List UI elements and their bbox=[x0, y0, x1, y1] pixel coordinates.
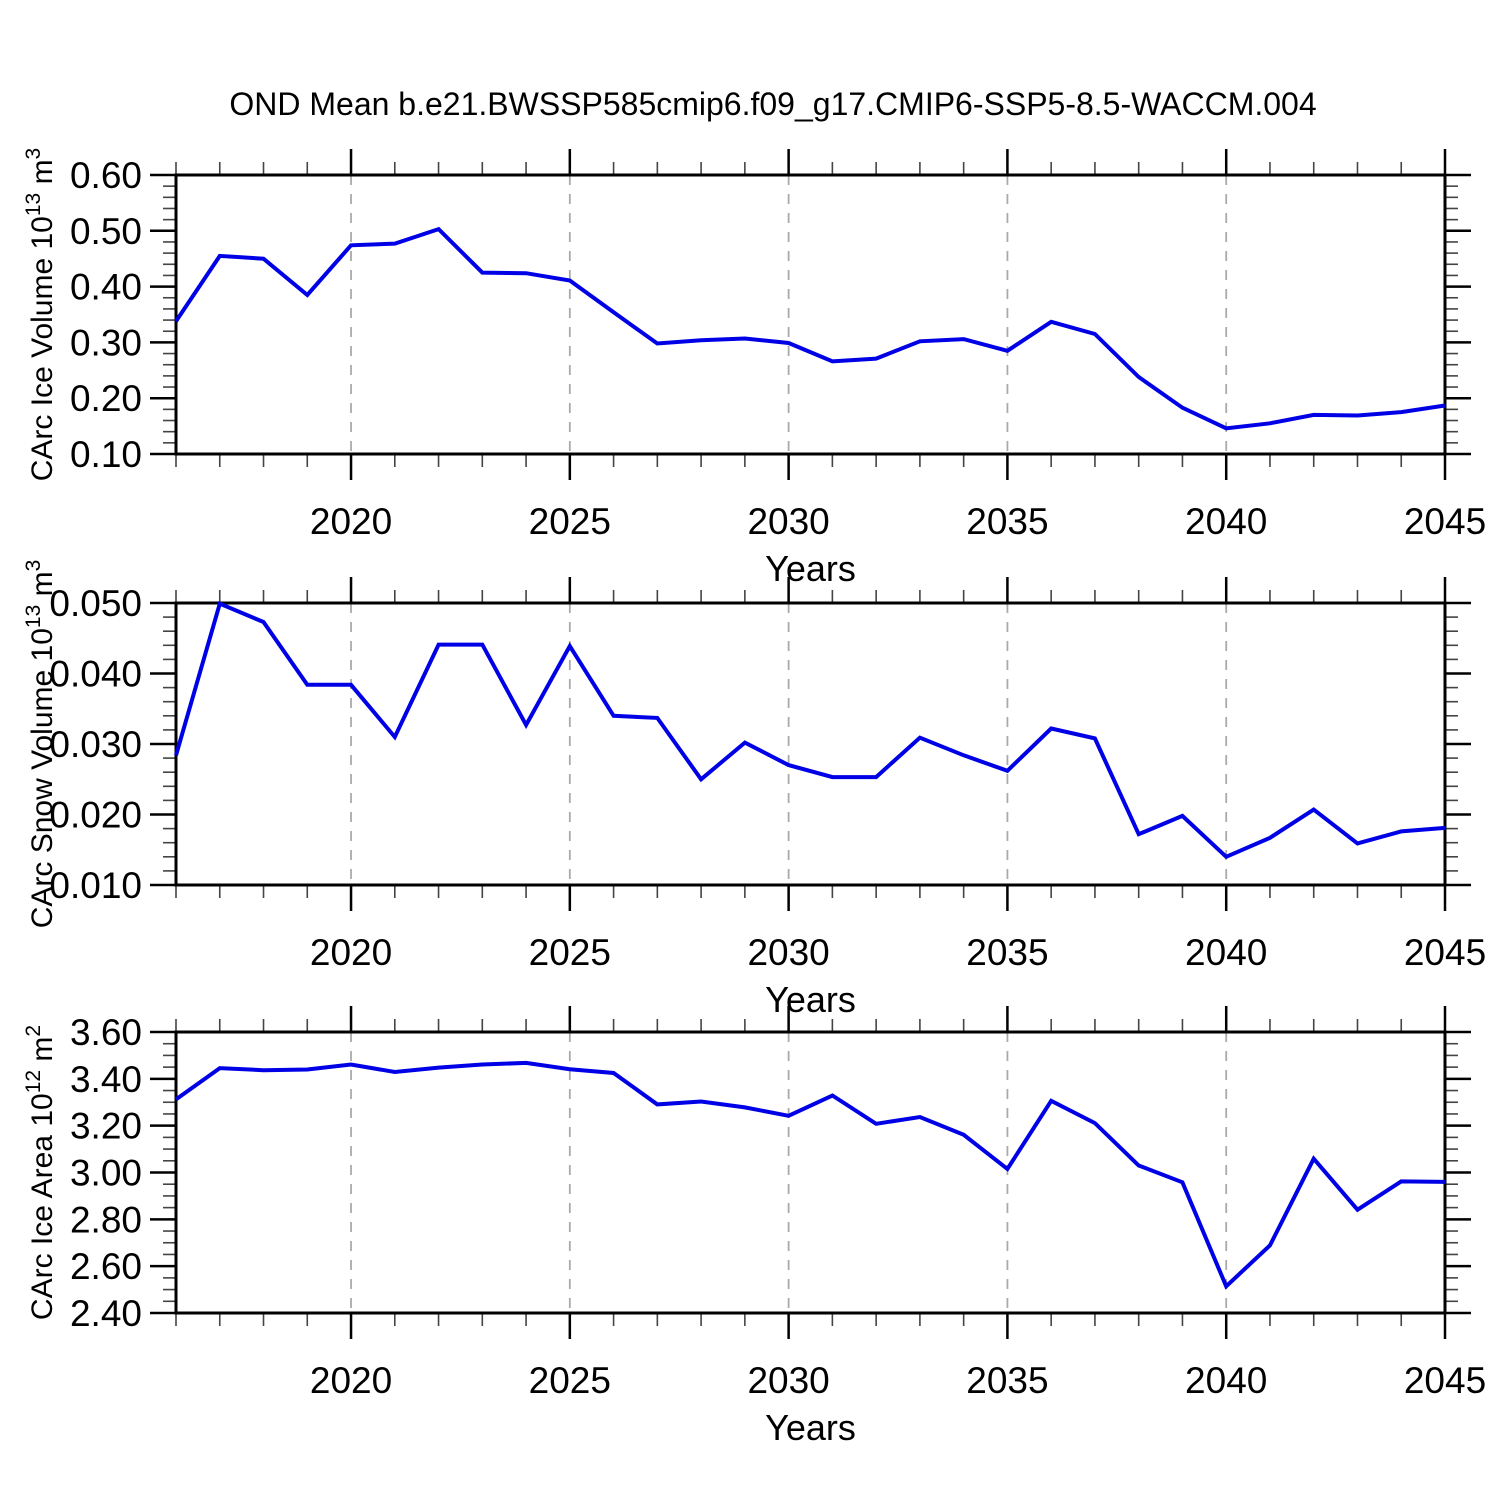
ice-volume-ticks bbox=[150, 149, 1471, 480]
x-tick-label: 2040 bbox=[1185, 1360, 1267, 1401]
ice-volume-line bbox=[174, 226, 1446, 431]
y-tick-label: 0.030 bbox=[49, 724, 142, 765]
x-tick-label: 2045 bbox=[1404, 1360, 1486, 1401]
y-tick-label: 3.20 bbox=[70, 1106, 142, 1147]
ice-volume-plot-frame bbox=[174, 173, 1447, 456]
snow-volume-xtick-labels: 2020 2025 2030 2035 2040 2045 bbox=[310, 932, 1486, 973]
x-tick-label: 2035 bbox=[966, 1360, 1048, 1401]
figure-title: OND Mean b.e21.BWSSP585cmip6.f09_g17.CMI… bbox=[229, 86, 1317, 122]
x-tick-label: 2045 bbox=[1404, 501, 1486, 542]
x-tick-label: 2040 bbox=[1185, 932, 1267, 973]
x-tick-label: 2030 bbox=[747, 501, 829, 542]
snow-volume-ticks bbox=[150, 577, 1471, 911]
x-tick-label: 2025 bbox=[529, 1360, 611, 1401]
ice-volume-panel: 0.10 0.20 0.30 0.40 0.50 0.60 2020 2025 2030 2035… bbox=[22, 148, 1486, 589]
ice-area-ticks bbox=[150, 1006, 1471, 1339]
x-tick-label: 2020 bbox=[310, 932, 392, 973]
ice-volume-xtick-labels: 2020 2025 2030 2035 2040 2045 bbox=[310, 501, 1486, 542]
y-tick-label: 0.40 bbox=[70, 267, 142, 308]
x-tick-label: 2035 bbox=[966, 932, 1048, 973]
y-tick-label: 0.50 bbox=[70, 211, 142, 252]
x-tick-label: 2020 bbox=[310, 1360, 392, 1401]
y-tick-label: 0.020 bbox=[49, 795, 142, 836]
snow-volume-plot-frame bbox=[174, 601, 1447, 887]
y-tick-label: 2.80 bbox=[70, 1199, 142, 1240]
y-tick-label: 0.040 bbox=[49, 654, 142, 695]
y-tick-label: 2.40 bbox=[70, 1293, 142, 1334]
y-tick-label: 0.20 bbox=[70, 378, 142, 419]
ice-volume-ytick-labels: 0.10 0.20 0.30 0.40 0.50 0.60 bbox=[70, 155, 142, 475]
ice-volume-gridlines bbox=[350, 175, 1228, 454]
y-tick-label: 0.010 bbox=[49, 865, 142, 906]
ice-area-panel: 2.40 2.60 2.80 3.00 3.20 3.40 3.60 2020 2025 2030… bbox=[22, 1006, 1486, 1448]
snow-volume-line bbox=[174, 600, 1446, 860]
x-tick-label: 2040 bbox=[1185, 501, 1267, 542]
y-tick-label: 3.40 bbox=[70, 1059, 142, 1100]
x-tick-label: 2020 bbox=[310, 501, 392, 542]
x-tick-label: 2025 bbox=[529, 501, 611, 542]
ice-area-line bbox=[174, 1060, 1446, 1290]
y-tick-label: 0.050 bbox=[49, 583, 142, 624]
y-tick-label: 0.10 bbox=[70, 434, 142, 475]
x-tick-label: 2035 bbox=[966, 501, 1048, 542]
ice-area-yaxis-title: CArc Ice Area 1012 m2 bbox=[22, 1025, 59, 1320]
snow-volume-panel: 0.010 0.020 0.030 0.040 0.050 2020 2025 2030 203… bbox=[22, 560, 1486, 1020]
ice-area-ytick-labels: 2.40 2.60 2.80 3.00 3.20 3.40 3.60 bbox=[70, 1012, 142, 1334]
ice-area-plot-frame bbox=[174, 1030, 1447, 1315]
ice-area-xaxis-title: Years bbox=[765, 1407, 856, 1448]
x-tick-label: 2030 bbox=[747, 932, 829, 973]
x-tick-label: 2045 bbox=[1404, 932, 1486, 973]
snow-volume-xaxis-title: Years bbox=[765, 979, 856, 1020]
snow-volume-yaxis-title: CArc Snow Volume 1013 m3 bbox=[22, 560, 59, 929]
ice-volume-yaxis-title: CArc Ice Volume 1013 m3 bbox=[22, 148, 59, 482]
x-tick-label: 2025 bbox=[529, 932, 611, 973]
y-tick-label: 3.60 bbox=[70, 1012, 142, 1053]
ice-area-gridlines bbox=[350, 1032, 1228, 1313]
y-tick-label: 3.00 bbox=[70, 1153, 142, 1194]
ice-volume-xaxis-title: Years bbox=[765, 548, 856, 589]
ice-area-xtick-labels: 2020 2025 2030 2035 2040 2045 bbox=[310, 1360, 1486, 1401]
y-tick-label: 2.60 bbox=[70, 1246, 142, 1287]
y-tick-label: 0.60 bbox=[70, 155, 142, 196]
x-tick-label: 2030 bbox=[747, 1360, 829, 1401]
y-tick-label: 0.30 bbox=[70, 322, 142, 363]
snow-volume-ytick-labels: 0.010 0.020 0.030 0.040 0.050 bbox=[49, 583, 142, 906]
